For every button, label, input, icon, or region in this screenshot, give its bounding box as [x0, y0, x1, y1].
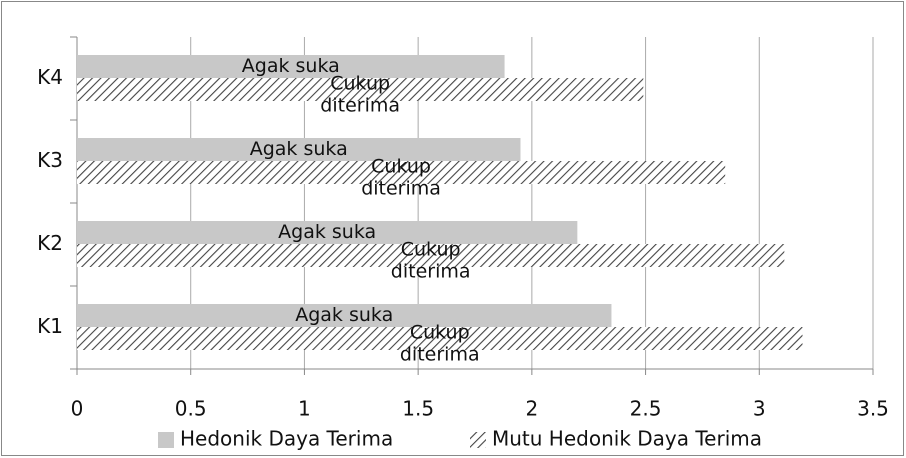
- x-tick-label: 2: [525, 397, 538, 421]
- legend-label: Mutu Hedonik Daya Terima: [492, 427, 762, 451]
- data-label: Agak suka: [295, 304, 393, 326]
- legend-swatch: [158, 432, 174, 448]
- x-tick-label: 3.5: [857, 397, 889, 421]
- data-label: Cukup diterima: [361, 155, 441, 199]
- legend-label: Hedonik Daya Terima: [180, 427, 393, 451]
- x-tick-label: 1: [298, 397, 311, 421]
- bar: [77, 244, 785, 267]
- data-label: Agak suka: [250, 138, 348, 160]
- bar: [77, 304, 612, 327]
- bar: [77, 78, 644, 101]
- x-tick-label: 1.5: [402, 397, 434, 421]
- bar: [77, 138, 521, 161]
- x-tick-label: 0.5: [175, 397, 207, 421]
- data-label: Agak suka: [278, 221, 376, 243]
- bar: [77, 161, 726, 184]
- bar: [77, 327, 803, 350]
- y-tick-label: K2: [37, 231, 63, 255]
- data-label: Cukup diterima: [320, 72, 400, 116]
- legend-swatch: [470, 432, 486, 448]
- data-label: Agak suka: [242, 55, 340, 77]
- bar: [77, 55, 505, 78]
- bar: [77, 221, 578, 244]
- y-tick-label: K4: [37, 65, 63, 89]
- y-tick-label: K1: [37, 314, 63, 338]
- x-tick-label: 0: [71, 397, 84, 421]
- x-tick-label: 3: [753, 397, 766, 421]
- x-tick-label: 2.5: [630, 397, 662, 421]
- data-label: Cukup diterima: [400, 321, 480, 365]
- y-tick-label: K3: [37, 148, 63, 172]
- data-label: Cukup diterima: [391, 238, 471, 282]
